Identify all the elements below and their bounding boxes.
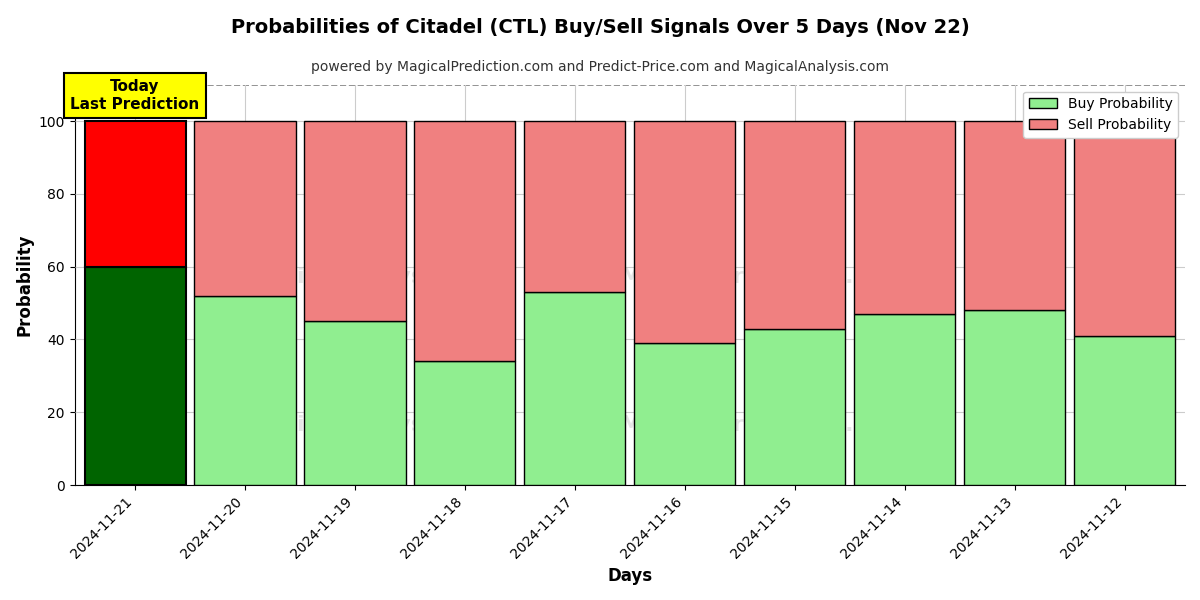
Bar bbox=[84, 266, 186, 485]
Bar bbox=[854, 314, 955, 485]
Bar bbox=[744, 121, 845, 329]
Bar bbox=[84, 121, 186, 266]
Bar bbox=[194, 296, 295, 485]
Bar bbox=[635, 121, 736, 343]
Bar bbox=[305, 121, 406, 321]
Bar bbox=[964, 121, 1066, 310]
Text: MagicalPrediction.com: MagicalPrediction.com bbox=[620, 415, 906, 435]
Text: Today
Last Prediction: Today Last Prediction bbox=[71, 79, 199, 112]
Bar bbox=[744, 329, 845, 485]
Bar bbox=[964, 310, 1066, 485]
Legend: Buy Probability, Sell Probability: Buy Probability, Sell Probability bbox=[1024, 92, 1178, 137]
Bar bbox=[1074, 121, 1175, 336]
Bar bbox=[524, 292, 625, 485]
Bar bbox=[524, 121, 625, 292]
Text: powered by MagicalPrediction.com and Predict-Price.com and MagicalAnalysis.com: powered by MagicalPrediction.com and Pre… bbox=[311, 60, 889, 74]
Bar bbox=[194, 121, 295, 296]
Text: Probabilities of Citadel (CTL) Buy/Sell Signals Over 5 Days (Nov 22): Probabilities of Citadel (CTL) Buy/Sell … bbox=[230, 18, 970, 37]
Bar bbox=[305, 321, 406, 485]
Bar bbox=[635, 343, 736, 485]
Text: MagicalAnalysis.com: MagicalAnalysis.com bbox=[244, 415, 505, 435]
Bar bbox=[854, 121, 955, 314]
Text: MagicalPrediction.com: MagicalPrediction.com bbox=[620, 267, 906, 287]
X-axis label: Days: Days bbox=[607, 567, 653, 585]
Bar bbox=[414, 121, 516, 361]
Text: MagicalAnalysis.com: MagicalAnalysis.com bbox=[244, 267, 505, 287]
Bar bbox=[414, 361, 516, 485]
Bar bbox=[1074, 336, 1175, 485]
Y-axis label: Probability: Probability bbox=[16, 233, 34, 336]
